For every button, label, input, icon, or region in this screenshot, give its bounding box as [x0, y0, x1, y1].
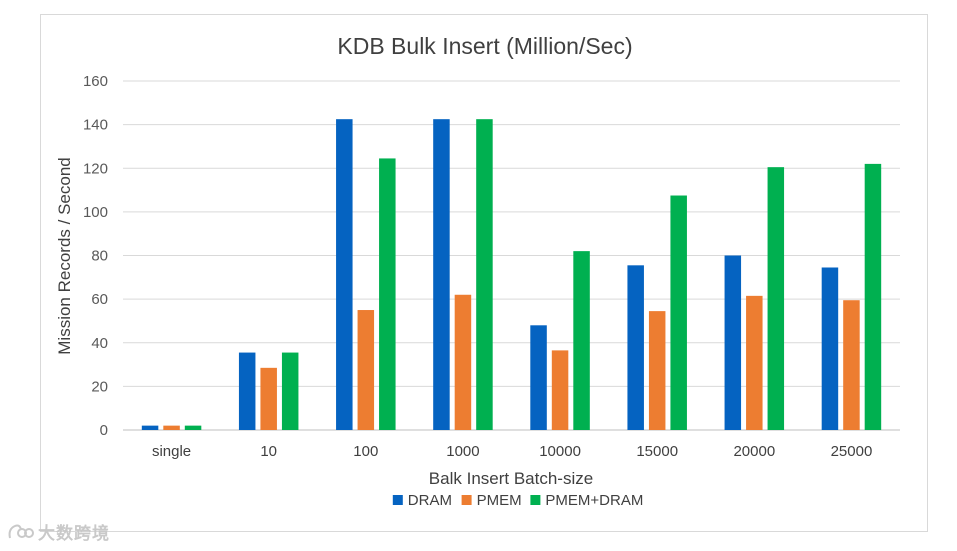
legend-swatch-pmem-dram	[530, 495, 541, 505]
chart-title: KDB Bulk Insert (Million/Sec)	[337, 33, 632, 59]
bar-dram-25000	[821, 267, 839, 430]
y-tick-label: 120	[83, 160, 108, 177]
chart-frame	[40, 14, 928, 532]
y-axis-ticks: 0 20 40 60 80 100 120 140 160	[83, 73, 108, 439]
bar-dram-20000	[724, 255, 742, 430]
x-tick-label: 25000	[831, 443, 873, 460]
bar-dram-1000	[433, 119, 450, 430]
bar-pmem-1000	[454, 294, 472, 430]
y-axis-label: Mission Records / Second	[55, 157, 74, 354]
bar-pmem-single	[163, 425, 180, 430]
bar-pmem-dram-single	[184, 425, 202, 430]
x-tick-label: 100	[353, 443, 378, 460]
y-tick-label: 160	[83, 73, 108, 90]
legend-label: PMEM	[477, 492, 522, 509]
bar-pmem-dram-100	[379, 158, 396, 430]
watermark-logo-icon	[6, 521, 34, 543]
y-tick-label: 0	[100, 422, 108, 439]
bar-pmem-25000	[843, 300, 860, 430]
bar-pmem-dram-10000	[573, 251, 590, 430]
x-tick-label: single	[152, 443, 191, 460]
bar-dram-10	[238, 352, 256, 430]
x-tick-label: 20000	[733, 443, 775, 460]
bar-pmem-10	[260, 367, 277, 430]
y-tick-label: 40	[91, 335, 108, 352]
bar-dram-single	[141, 425, 159, 430]
bar-pmem-dram-20000	[767, 167, 785, 431]
bar-pmem-10000	[551, 350, 569, 430]
watermark-text: 大数跨境	[38, 524, 110, 544]
bar-pmem-dram-15000	[670, 195, 687, 430]
bar-pmem-dram-1000	[476, 119, 493, 430]
legend-swatch-pmem	[461, 495, 472, 505]
bars	[141, 119, 882, 431]
x-tick-label: 10	[260, 443, 277, 460]
x-axis-ticks: single 10 100 1000 10000 15000 20000 25000	[152, 443, 872, 460]
y-tick-label: 140	[83, 117, 108, 134]
watermark: 大数跨境	[6, 519, 110, 544]
legend-swatch-dram	[392, 495, 403, 505]
bar-pmem-100	[357, 310, 375, 430]
y-tick-label: 80	[91, 248, 108, 265]
bar-dram-15000	[627, 265, 644, 430]
bar-pmem-20000	[746, 295, 763, 430]
x-axis-label: Balk Insert Batch-size	[429, 469, 593, 488]
legend-label: PMEM+DRAM	[545, 492, 643, 509]
y-tick-label: 100	[83, 204, 108, 221]
x-tick-label: 10000	[539, 443, 581, 460]
legend: DRAM PMEM PMEM+DRAM	[392, 492, 643, 509]
legend-label: DRAM	[408, 492, 452, 509]
x-tick-label: 1000	[446, 443, 479, 460]
bar-dram-100	[336, 119, 353, 430]
y-tick-label: 60	[91, 291, 108, 308]
y-tick-label: 20	[91, 378, 108, 395]
x-tick-label: 15000	[636, 443, 678, 460]
bar-dram-10000	[530, 325, 547, 430]
bar-pmem-dram-10	[281, 352, 299, 430]
bar-pmem-dram-25000	[864, 163, 882, 430]
bar-pmem-15000	[648, 311, 666, 430]
